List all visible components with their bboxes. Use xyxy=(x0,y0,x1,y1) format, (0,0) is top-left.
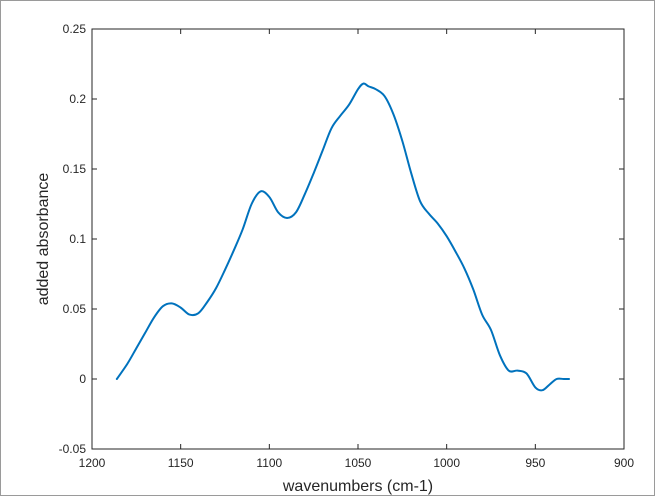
series-line-0 xyxy=(115,82,571,392)
x-tick-label: 1050 xyxy=(345,456,372,470)
x-tick-label: 1000 xyxy=(433,456,460,470)
y-tick-label: 0.25 xyxy=(63,22,87,36)
axes-box xyxy=(91,28,625,450)
y-axis-label: added absorbance xyxy=(35,173,52,306)
x-tick-label: 1150 xyxy=(168,456,194,470)
y-tick-label: 0.05 xyxy=(63,302,87,316)
y-tick-label: -0.05 xyxy=(59,442,87,456)
series-layer xyxy=(115,82,571,392)
x-axis-label: wavenumbers (cm-1) xyxy=(282,478,433,495)
y-tick-label: 0.15 xyxy=(63,162,87,176)
axis-ticks xyxy=(91,28,625,450)
y-tick-label: 0 xyxy=(79,372,86,386)
x-tick-label: 1100 xyxy=(256,456,282,470)
y-tick-label: 0.2 xyxy=(69,92,86,106)
x-tick-label: 1200 xyxy=(79,456,106,470)
tick-labels: 1200 1150 1100 1050 1000 950 900 -0.05 0 0.05 0.1 0… xyxy=(59,22,635,470)
x-tick-label: 900 xyxy=(614,456,634,470)
x-tick-label: 950 xyxy=(525,456,545,470)
plot-area-border xyxy=(91,28,625,450)
y-tick-label: 0.1 xyxy=(69,232,86,246)
